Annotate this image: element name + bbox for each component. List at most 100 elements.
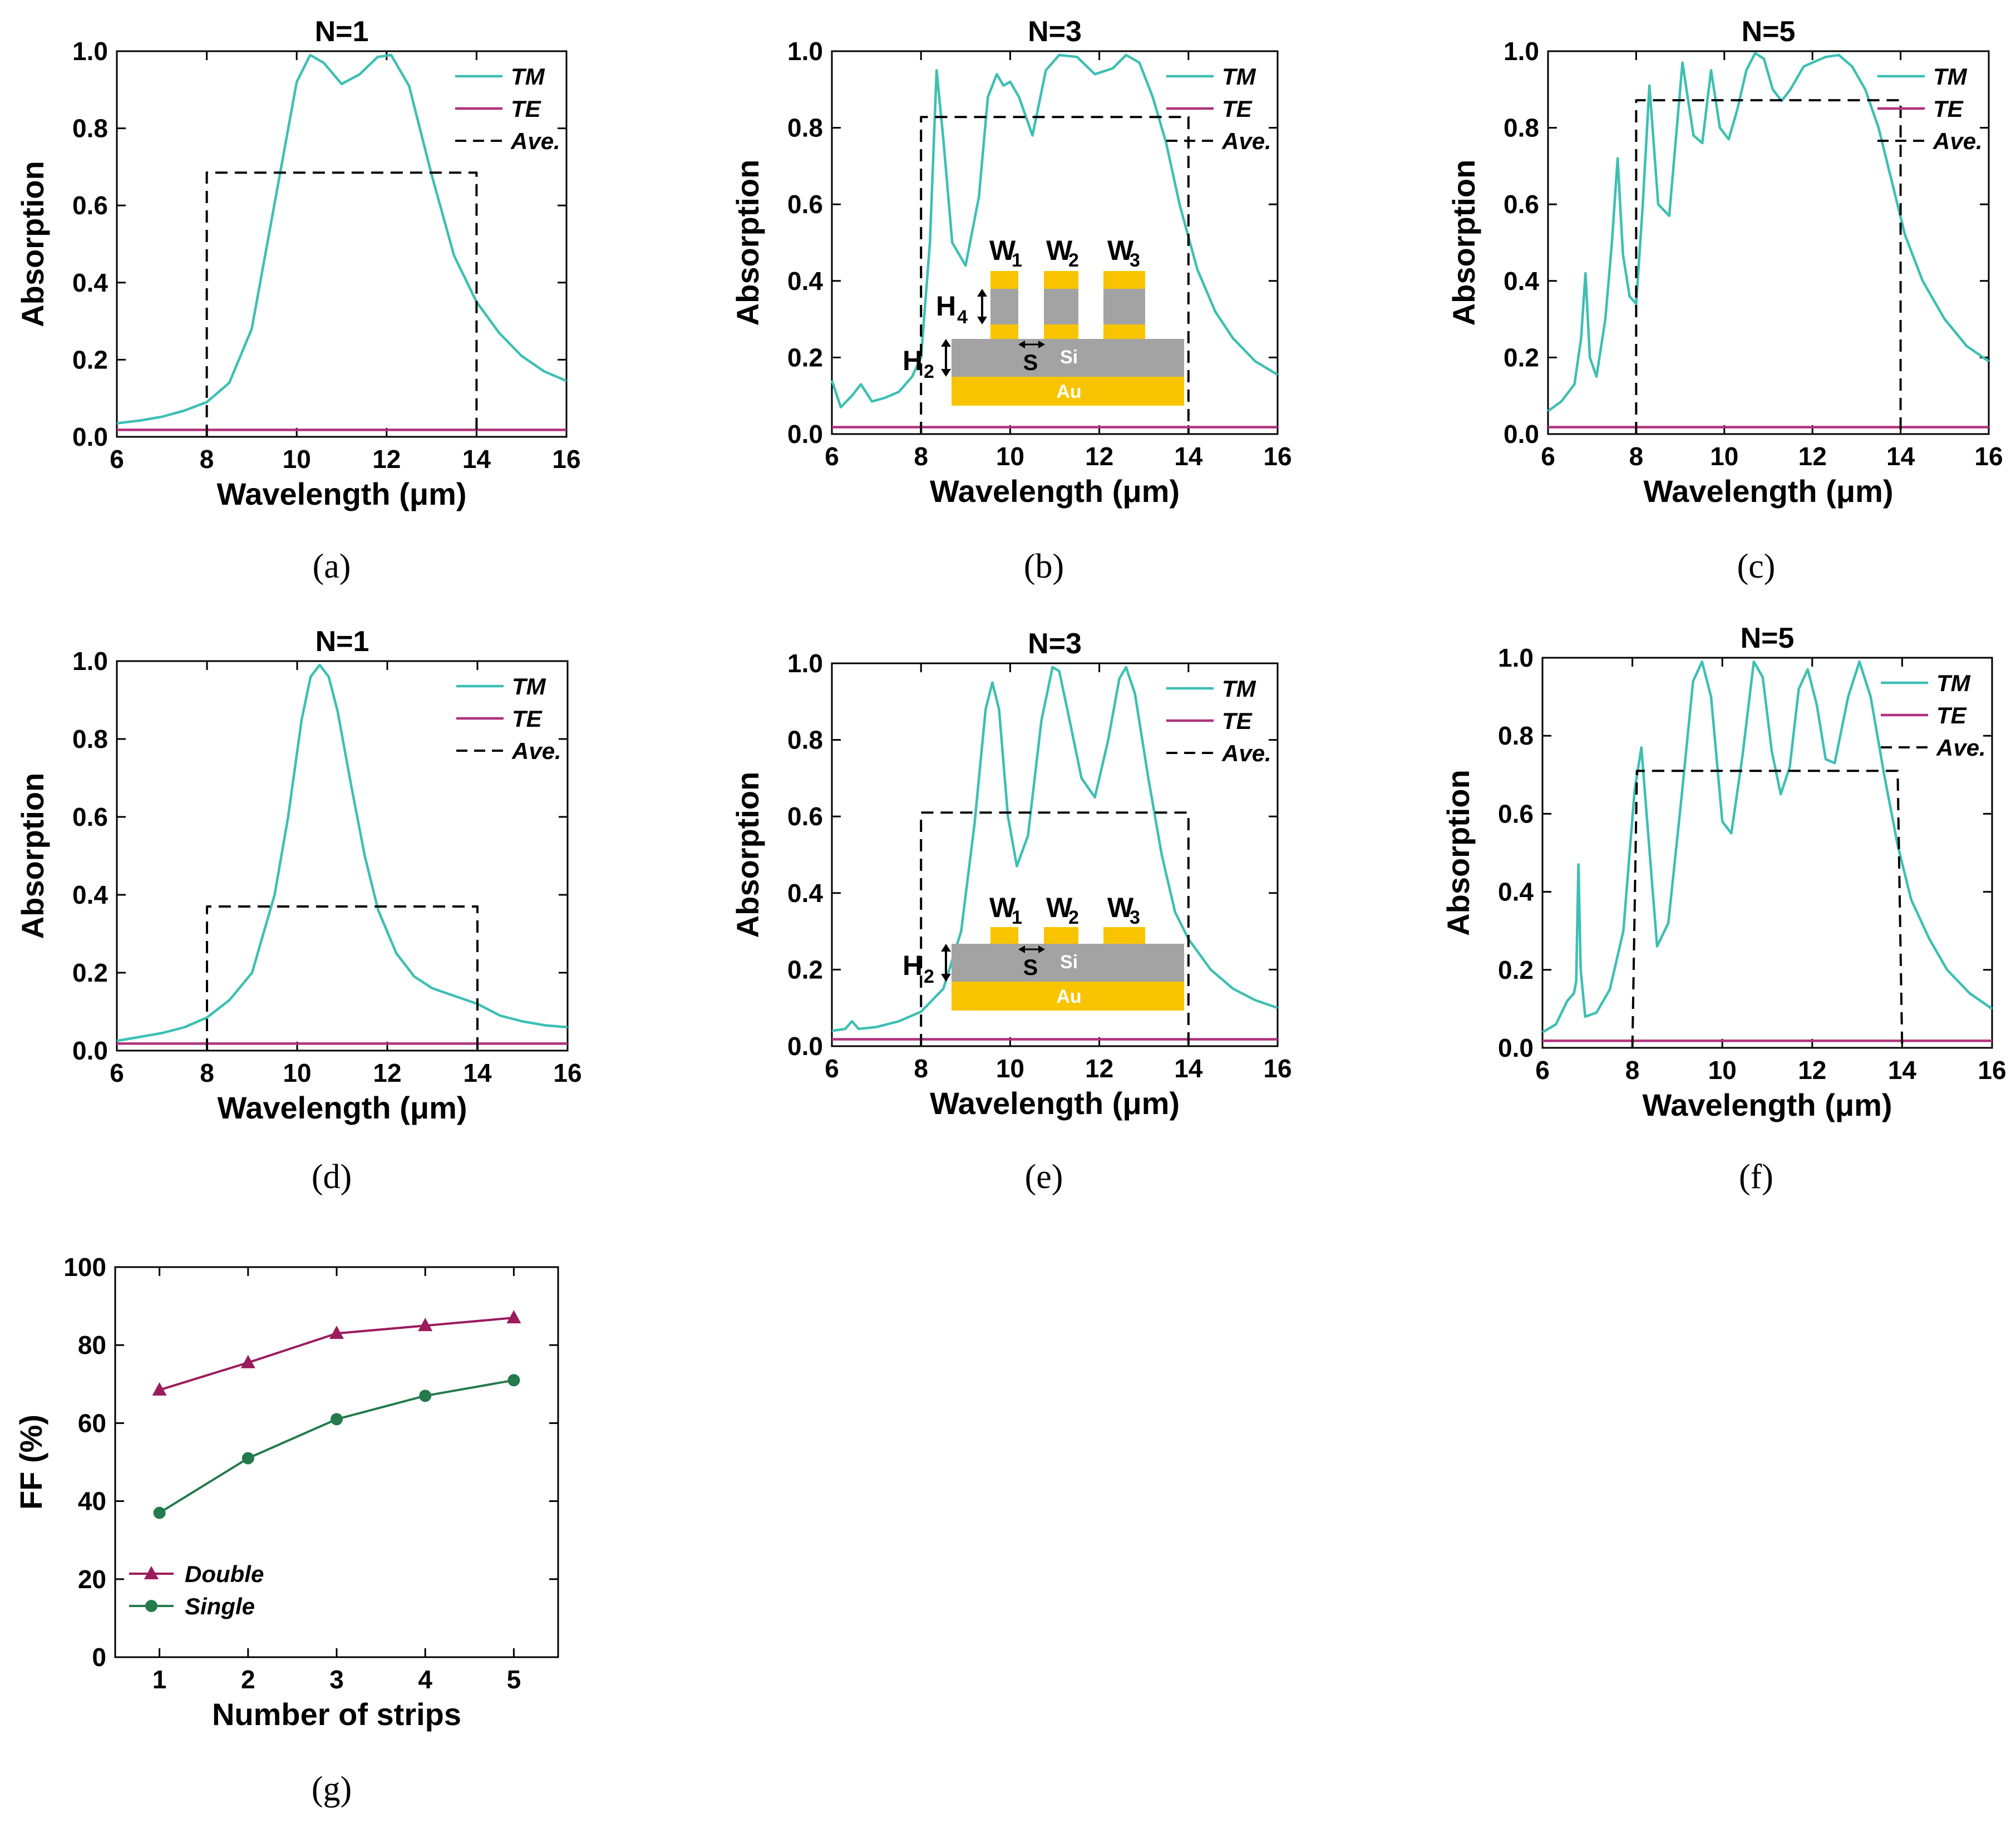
au-label: Au <box>1056 381 1081 402</box>
y-tick-label: 0.4 <box>72 268 108 297</box>
x-tick-label: 14 <box>463 1058 492 1087</box>
y-tick-label: 0.2 <box>1504 343 1539 372</box>
panel-caption: (g) <box>312 1770 352 1808</box>
legend-label: TM <box>512 673 546 699</box>
x-tick-label: 16 <box>1974 442 2003 471</box>
plot-frame <box>116 660 569 1052</box>
x-tick-label: 8 <box>200 1058 214 1087</box>
y-axis-label: Absorption <box>730 160 765 326</box>
plot-frame <box>1547 50 1990 435</box>
y-tick-label: 0.6 <box>787 802 823 831</box>
y-tick-label: 0.2 <box>72 345 108 374</box>
legend-label: TM <box>1936 670 1971 696</box>
y-tick-label: 1.0 <box>787 649 823 678</box>
si-layer <box>952 339 1184 377</box>
data-point-single <box>241 1452 254 1465</box>
y-tick-label: 40 <box>78 1487 106 1516</box>
h2-label-sub: 2 <box>924 966 934 987</box>
x-tick-label: 12 <box>373 1058 401 1087</box>
strip-lower-gold <box>1044 324 1078 339</box>
x-tick-label: 10 <box>1708 1056 1737 1085</box>
x-tick-label: 12 <box>372 445 401 474</box>
panel-caption: (b) <box>1024 548 1064 585</box>
s-label: S <box>1023 351 1038 375</box>
data-point-single <box>153 1506 166 1519</box>
w2-label-sub: 2 <box>1068 907 1079 928</box>
y-tick-label: 0.0 <box>1498 1033 1534 1062</box>
strip-lower-gold <box>990 324 1018 339</box>
s-gap-arrow-head-left <box>1018 341 1025 348</box>
x-tick-label: 14 <box>1888 1056 1917 1085</box>
w3-label-sub: 3 <box>1130 907 1140 928</box>
legend-label: TE <box>512 706 543 732</box>
data-point-double <box>418 1318 433 1332</box>
w3-label-sub: 3 <box>1130 250 1140 271</box>
x-tick-label: 8 <box>914 1054 928 1083</box>
chart-f: 6 8 10 12 14 16 0.0 0.2 0.4 0.6 0.8 1.0 N=5 Wavelengt… <box>1441 622 2007 1196</box>
plot-frame <box>1541 657 1993 1049</box>
panel-caption: (f) <box>1739 1158 1773 1196</box>
x-tick-label: 10 <box>996 442 1024 471</box>
y-tick-label: 100 <box>63 1253 106 1282</box>
y-tick-label: 20 <box>78 1565 106 1594</box>
strip-gold <box>1103 927 1145 944</box>
x-tick-label: 14 <box>462 445 491 474</box>
chart-title: N=5 <box>1741 622 1795 654</box>
series-line-ave <box>1631 770 1904 1048</box>
x-tick-label: 8 <box>1625 1056 1640 1085</box>
x-tick-label: 10 <box>283 445 311 474</box>
y-tick-label: 0.0 <box>72 1036 108 1065</box>
legend-label: TM <box>511 63 545 90</box>
y-tick-label: 0.8 <box>72 114 108 143</box>
w1-label-sub: 1 <box>1012 250 1022 271</box>
strip-gold <box>990 927 1018 944</box>
y-axis-label: Absorption <box>730 772 765 938</box>
w2-label-main: W <box>1046 235 1073 266</box>
data-point-single <box>507 1374 520 1387</box>
y-tick-label: 0.0 <box>787 1032 823 1061</box>
strip-lower-gold <box>1103 324 1145 339</box>
y-tick-label: 1.0 <box>72 647 108 676</box>
y-tick-label: 0.6 <box>1504 190 1539 219</box>
plot-frame <box>831 50 1279 435</box>
x-axis-label: Wavelength (μm) <box>930 474 1180 509</box>
w3-label-main: W <box>1107 892 1134 923</box>
chart-d: 6 8 10 12 14 16 0.0 0.2 0.4 0.6 0.8 1.0 N=1 Wavelengt… <box>15 625 582 1196</box>
x-tick-label: 12 <box>1798 1056 1826 1085</box>
x-axis-label: Wavelength (μm) <box>1643 474 1893 509</box>
x-tick-label: 6 <box>1541 442 1555 471</box>
h2-label-main: H <box>903 345 923 376</box>
y-tick-label: 0.4 <box>1504 267 1539 295</box>
y-tick-label: 0.6 <box>787 190 823 219</box>
x-tick-label: 16 <box>1263 1054 1292 1083</box>
x-tick-label: 6 <box>110 445 124 474</box>
y-tick-label: 0.0 <box>1504 420 1539 449</box>
x-tick-label: 1 <box>152 1665 167 1694</box>
x-tick-label: 16 <box>1978 1056 2006 1085</box>
h4-arrow-head-top <box>977 289 987 297</box>
x-axis-label: Wavelength (μm) <box>217 1090 467 1125</box>
plot-frame <box>831 662 1279 1047</box>
y-axis-label: FF (%) <box>13 1415 48 1510</box>
legend-label: TM <box>1222 63 1256 90</box>
au-label: Au <box>1056 986 1081 1007</box>
y-tick-label: 0.6 <box>1498 799 1534 828</box>
legend-label: TE <box>1936 702 1968 728</box>
chart-b: 6 8 10 12 14 160.00.20.40.60.81.0N=3Wavelengt… <box>730 16 1292 585</box>
series-line-tm <box>830 53 1279 409</box>
charts-layer: 6 8 10 12 14 160.00.20.40.60.81.0N=1Wavelengt… <box>13 16 2007 1808</box>
x-tick-label: 6 <box>1535 1056 1550 1085</box>
y-tick-label: 0.8 <box>787 114 823 142</box>
s-gap-arrow-head-right <box>1038 945 1045 953</box>
y-tick-label: 0.2 <box>1498 955 1534 984</box>
au-substrate <box>952 982 1184 1011</box>
x-tick-label: 4 <box>418 1665 432 1694</box>
data-point-double <box>240 1354 255 1368</box>
y-axis-label: Absorption <box>1441 770 1476 936</box>
x-tick-label: 16 <box>552 445 580 474</box>
strip-gold <box>1044 927 1078 944</box>
